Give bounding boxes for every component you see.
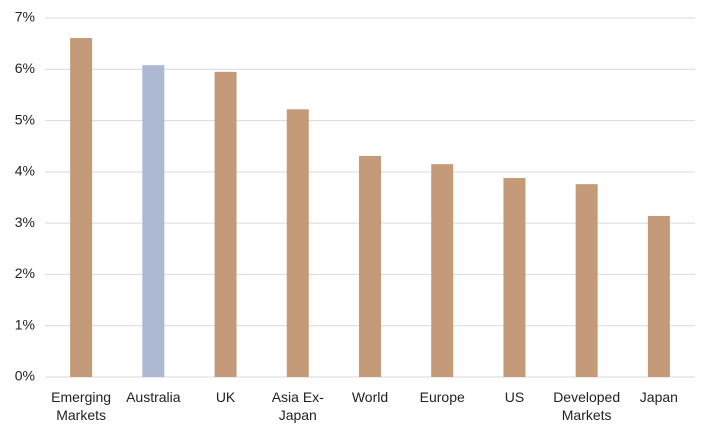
- y-tick-label: 0%: [15, 368, 35, 384]
- y-tick-label: 7%: [15, 9, 35, 25]
- bar: [575, 184, 598, 377]
- bar: [359, 155, 381, 377]
- x-tick-label: Europe: [419, 389, 465, 405]
- y-tick-label: 4%: [15, 163, 35, 179]
- bar: [431, 164, 454, 377]
- x-tick-label: UK: [215, 389, 236, 405]
- x-tick-label: Australia: [126, 389, 181, 405]
- x-tick-label: Japan: [639, 389, 678, 405]
- y-tick-label: 3%: [15, 214, 35, 230]
- x-tick-label: World: [351, 389, 389, 405]
- bar: [286, 109, 309, 377]
- y-tick-label: 6%: [15, 60, 35, 76]
- y-tick-label: 5%: [15, 111, 35, 127]
- x-tick-label: US: [504, 389, 525, 405]
- x-tick-label: Asia Ex-Japan: [271, 389, 324, 423]
- bar: [70, 38, 93, 377]
- bar: [214, 71, 237, 377]
- y-tick-label: 2%: [15, 265, 35, 281]
- y-tick-label: 1%: [15, 316, 35, 332]
- x-tick-label: Developed Markets: [553, 389, 621, 423]
- bar: [142, 65, 165, 377]
- x-tick-label: Emerging Markets: [51, 389, 112, 423]
- bar: [503, 178, 526, 377]
- bar: [647, 215, 670, 377]
